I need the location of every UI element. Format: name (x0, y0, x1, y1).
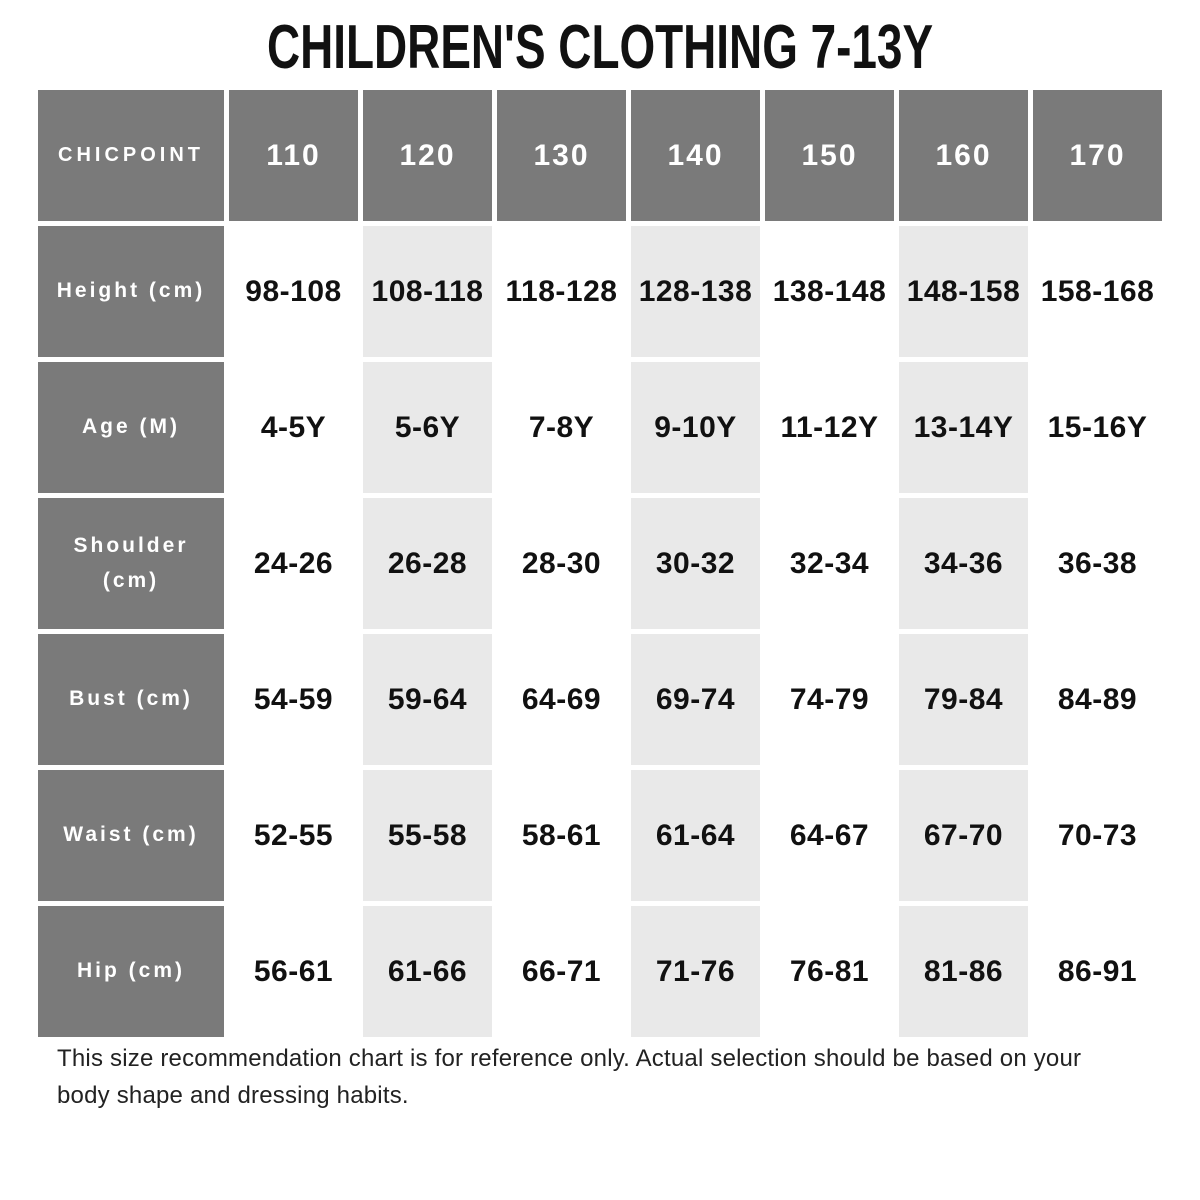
size-value-cell: 24-26 (229, 498, 358, 629)
size-value-cell: 66-71 (497, 906, 626, 1037)
row-label-cell: Height (cm) (38, 226, 224, 357)
size-value-cell: 9-10Y (631, 362, 760, 493)
size-value-cell: 81-86 (899, 906, 1028, 1037)
size-value-cell: 36-38 (1033, 498, 1162, 629)
size-value-cell: 98-108 (229, 226, 358, 357)
size-value-cell: 67-70 (899, 770, 1028, 901)
size-value-cell: 86-91 (1033, 906, 1162, 1037)
size-value-cell: 108-118 (363, 226, 492, 357)
size-value-cell: 158-168 (1033, 226, 1162, 357)
size-value-cell: 30-32 (631, 498, 760, 629)
size-value-cell: 70-73 (1033, 770, 1162, 901)
size-value-cell: 13-14Y (899, 362, 1028, 493)
size-value-cell: 61-64 (631, 770, 760, 901)
size-value-cell: 69-74 (631, 634, 760, 765)
disclaimer-line: This size recommendation chart is for re… (57, 1045, 1082, 1072)
size-value-cell: 64-67 (765, 770, 894, 901)
size-value-cell: 11-12Y (765, 362, 894, 493)
size-value-cell: 58-61 (497, 770, 626, 901)
row-label-cell: Waist (cm) (38, 770, 224, 901)
row-label-cell: Shoulder (cm) (38, 498, 224, 629)
size-value-cell: 26-28 (363, 498, 492, 629)
size-value-cell: 54-59 (229, 634, 358, 765)
page-title: CHILDREN'S CLOTHING 7-13Y (266, 13, 934, 82)
size-header-cell: 150 (765, 90, 894, 221)
size-value-cell: 71-76 (631, 906, 760, 1037)
disclaimer-note: This size recommendation chart is for re… (57, 1040, 1081, 1114)
size-value-cell: 5-6Y (363, 362, 492, 493)
size-header-cell: 170 (1033, 90, 1162, 221)
size-value-cell: 79-84 (899, 634, 1028, 765)
size-value-cell: 7-8Y (497, 362, 626, 493)
page-title-wrap: CHILDREN'S CLOTHING 7-13Y (0, 16, 1200, 80)
size-value-cell: 64-69 (497, 634, 626, 765)
size-value-cell: 15-16Y (1033, 362, 1162, 493)
size-value-cell: 61-66 (363, 906, 492, 1037)
size-value-cell: 34-36 (899, 498, 1028, 629)
size-value-cell: 55-58 (363, 770, 492, 901)
size-value-cell: 128-138 (631, 226, 760, 357)
brand-cell: CHICPOINT (38, 90, 224, 221)
size-value-cell: 76-81 (765, 906, 894, 1037)
size-value-cell: 52-55 (229, 770, 358, 901)
size-header-cell: 160 (899, 90, 1028, 221)
size-value-cell: 56-61 (229, 906, 358, 1037)
disclaimer-line: body shape and dressing habits. (57, 1082, 409, 1109)
size-value-cell: 138-148 (765, 226, 894, 357)
size-value-cell: 118-128 (497, 226, 626, 357)
size-value-cell: 32-34 (765, 498, 894, 629)
row-label-cell: Bust (cm) (38, 634, 224, 765)
row-label-cell: Hip (cm) (38, 906, 224, 1037)
size-value-cell: 148-158 (899, 226, 1028, 357)
size-chart-table: CHICPOINT 110 120 130 140 150 160 170 He… (38, 90, 1162, 1037)
size-value-cell: 74-79 (765, 634, 894, 765)
size-header-cell: 130 (497, 90, 626, 221)
row-label-cell: Age (M) (38, 362, 224, 493)
size-header-cell: 110 (229, 90, 358, 221)
size-header-cell: 120 (363, 90, 492, 221)
size-value-cell: 84-89 (1033, 634, 1162, 765)
size-value-cell: 59-64 (363, 634, 492, 765)
size-header-cell: 140 (631, 90, 760, 221)
size-value-cell: 4-5Y (229, 362, 358, 493)
size-value-cell: 28-30 (497, 498, 626, 629)
